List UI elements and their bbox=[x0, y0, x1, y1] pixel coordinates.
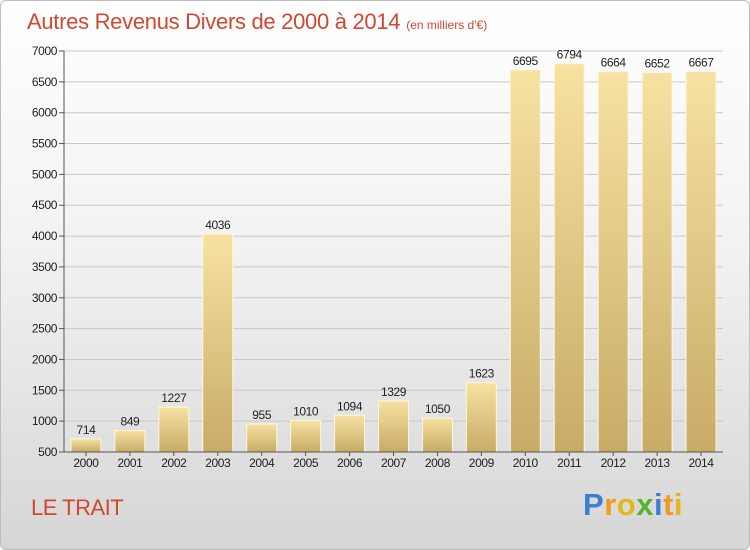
y-tick-label: 2000 bbox=[32, 352, 58, 366]
bar-2013 bbox=[641, 71, 673, 453]
value-label-2002: 1227 bbox=[161, 391, 187, 405]
x-tick-label-2007: 2007 bbox=[381, 456, 407, 470]
bar-2005 bbox=[290, 420, 322, 453]
logo-letter: r bbox=[604, 487, 617, 522]
logo-letter: t bbox=[663, 487, 674, 522]
bar-2012 bbox=[597, 71, 629, 453]
y-axis: 500 1000 1500 2000 2500 3000 3500 4000 4500 5000 5… bbox=[32, 44, 65, 459]
location-label: LE TRAIT bbox=[31, 495, 124, 520]
x-tick-label-2013: 2013 bbox=[645, 456, 671, 470]
value-label-2014: 6667 bbox=[688, 56, 714, 70]
value-label-2010: 6695 bbox=[513, 54, 539, 68]
logo-letter: i bbox=[673, 487, 684, 522]
logo-letter: P bbox=[583, 487, 605, 522]
x-tick-label-2000: 2000 bbox=[73, 456, 99, 470]
bar-2001 bbox=[114, 429, 146, 453]
y-tick-label: 6000 bbox=[32, 106, 58, 120]
x-tick-label-2010: 2010 bbox=[513, 456, 539, 470]
x-tick-label-2001: 2001 bbox=[117, 456, 143, 470]
value-label-2004: 955 bbox=[252, 408, 272, 422]
x-tick-label-2008: 2008 bbox=[425, 456, 451, 470]
y-tick-label: 4000 bbox=[32, 229, 58, 243]
value-label-2000: 714 bbox=[77, 423, 97, 437]
x-tick-label-2005: 2005 bbox=[293, 456, 319, 470]
y-tick-label: 2500 bbox=[32, 322, 58, 336]
y-tick-label: 3000 bbox=[32, 291, 58, 305]
bar-2007 bbox=[378, 400, 409, 453]
value-label-2008: 1050 bbox=[425, 402, 451, 416]
value-label-2003: 4036 bbox=[205, 218, 231, 232]
bar-2000 bbox=[70, 438, 102, 453]
value-label-2001: 849 bbox=[120, 414, 140, 428]
value-labels: 714 849 1227 4036 955 1010 1094 1329 1050 1623 669… bbox=[77, 48, 715, 437]
logo-letter: i bbox=[653, 487, 664, 522]
y-tick-label: 500 bbox=[38, 445, 58, 459]
logo-letter: x bbox=[636, 487, 654, 522]
logo-letter: o bbox=[616, 487, 637, 522]
y-tick-label: 5500 bbox=[32, 137, 58, 151]
value-label-2007: 1329 bbox=[381, 385, 407, 399]
bar-2002 bbox=[158, 406, 190, 453]
bar-2014 bbox=[685, 71, 717, 453]
bars bbox=[70, 63, 717, 453]
proxiti-logo: Proxiti bbox=[583, 487, 683, 523]
bar-2004 bbox=[246, 423, 278, 453]
value-label-2012: 6664 bbox=[601, 56, 627, 70]
x-tick-label-2003: 2003 bbox=[205, 456, 231, 470]
bar-2009 bbox=[465, 382, 497, 453]
y-tick-label: 3500 bbox=[32, 260, 58, 274]
y-tick-label: 4500 bbox=[32, 198, 58, 212]
chart-title: Autres Revenus Divers de 2000 à 2014 (en … bbox=[27, 9, 487, 35]
y-tick-label: 1500 bbox=[32, 383, 58, 397]
y-tick-label: 5000 bbox=[32, 167, 58, 181]
chart-subtitle: (en milliers d'€) bbox=[406, 18, 488, 32]
x-tick-label-2014: 2014 bbox=[688, 456, 714, 470]
y-tick-label: 6500 bbox=[32, 75, 58, 89]
x-tick-label-2004: 2004 bbox=[249, 456, 275, 470]
bar-2003 bbox=[202, 233, 234, 453]
bar-2008 bbox=[421, 417, 453, 453]
x-axis: 2000 2001 2002 2003 2004 2005 2006 2007 2008 2009… bbox=[64, 451, 723, 470]
chart-title-text: Autres Revenus Divers de 2000 à 2014 bbox=[27, 9, 401, 34]
bar-2006 bbox=[334, 414, 366, 453]
x-tick-label-2002: 2002 bbox=[161, 456, 187, 470]
value-label-2009: 1623 bbox=[469, 367, 495, 381]
x-tick-label-2009: 2009 bbox=[469, 456, 495, 470]
value-label-2011: 6794 bbox=[557, 48, 583, 62]
y-tick-label: 1000 bbox=[32, 414, 58, 428]
value-label-2013: 6652 bbox=[645, 56, 671, 70]
value-label-2005: 1010 bbox=[293, 405, 319, 419]
bar-2011 bbox=[553, 63, 585, 453]
value-label-2006: 1094 bbox=[337, 399, 363, 413]
bar-2010 bbox=[509, 69, 541, 453]
x-tick-label-2011: 2011 bbox=[557, 456, 582, 470]
y-tick-label: 7000 bbox=[32, 44, 58, 58]
x-tick-label-2006: 2006 bbox=[337, 456, 363, 470]
x-tick-label-2012: 2012 bbox=[601, 456, 627, 470]
